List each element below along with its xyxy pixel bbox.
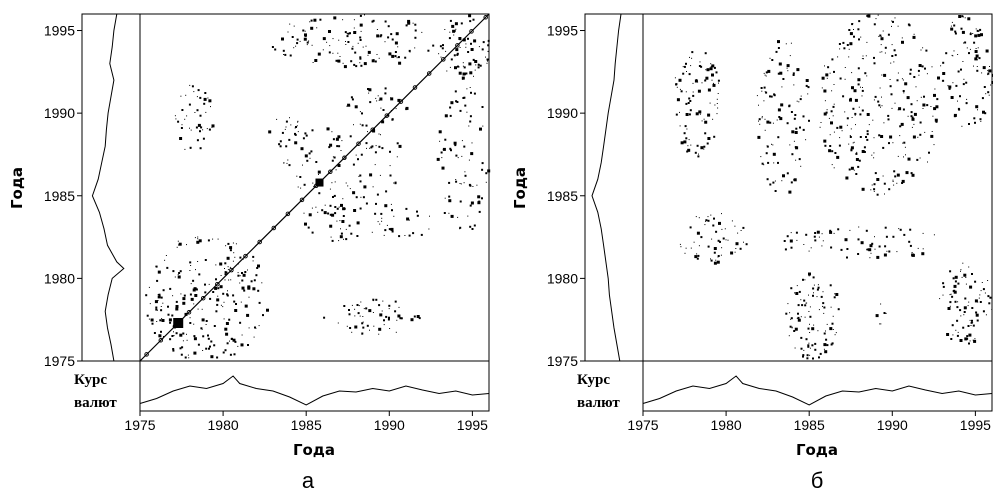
- panel-b-x-axis-title: Года: [796, 441, 838, 459]
- recurrence-patch: [268, 117, 299, 148]
- recurrence-patch: [174, 84, 215, 150]
- x-tick-label: 1990: [877, 417, 908, 433]
- recurrence-patch: [346, 87, 409, 124]
- panel-a-recurrence-patches: [145, 14, 491, 359]
- panel-a-left-series-line: [91, 13, 125, 362]
- panel-b-bottom-series-line: [642, 375, 993, 406]
- recurrence-patch: [783, 226, 935, 259]
- y-tick-label: 1990: [44, 105, 75, 121]
- x-tick-label: 1980: [208, 417, 239, 433]
- recurrence-patch: [271, 14, 435, 69]
- panel-a-y-axis-title: Года: [8, 167, 26, 209]
- recurrence-patch: [819, 14, 940, 196]
- recurrence-patch: [939, 262, 993, 345]
- panel-b-bottom-strip: [642, 360, 993, 412]
- recurrence-patch: [145, 236, 269, 359]
- panel-b-y-ticks: 1975 1980 1985 1990 1995: [547, 23, 585, 369]
- y-tick-label: 1975: [547, 353, 578, 369]
- panel-a-side-label-1: Курс: [74, 372, 107, 388]
- recurrence-patch: [679, 213, 748, 265]
- y-tick-label: 1980: [547, 270, 578, 286]
- panel-a-left-strip: [81, 13, 141, 362]
- panel-a-x-ticks: 1975 1980 1985 1990 1995: [124, 411, 488, 433]
- x-tick-label: 1995: [457, 417, 488, 433]
- recurrence-patch: [303, 202, 430, 242]
- panel-a-side-label-2: валют: [74, 395, 117, 411]
- y-tick-label: 1985: [547, 188, 578, 204]
- recurrence-patch: [875, 303, 887, 325]
- panel-b-left-series-line: [591, 13, 622, 362]
- x-tick-label: 1975: [627, 417, 658, 433]
- panel-a: 1975 1980 1985 1990 1995 1975 1980 1985 1990 199…: [8, 13, 491, 493]
- y-tick-label: 1995: [44, 23, 75, 39]
- recurrence-patch: [436, 87, 491, 230]
- panel-b-recurrence-patches: [674, 14, 993, 360]
- panel-a-bottom-strip: [139, 360, 490, 412]
- panel-a-letter: а: [302, 468, 315, 493]
- recurrence-patch: [674, 51, 720, 158]
- x-tick-label: 1985: [291, 417, 322, 433]
- y-tick-label: 1975: [44, 353, 75, 369]
- y-tick-label: 1980: [44, 270, 75, 286]
- recurrence-patch: [438, 14, 490, 80]
- panel-a-diagonal: [139, 13, 490, 362]
- y-tick-label: 1995: [547, 23, 578, 39]
- panel-b-side-label-2: валют: [577, 395, 620, 411]
- panel-b-side-label-1: Курс: [577, 372, 610, 388]
- panel-b-letter: б: [811, 468, 824, 493]
- panel-b-main-frame: [642, 13, 993, 362]
- panel-a-x-axis-title: Года: [293, 441, 335, 459]
- y-tick-label: 1985: [44, 188, 75, 204]
- panel-b: 1975 1980 1985 1990 1995 1975 1980 1985 1990 199…: [511, 13, 993, 493]
- panel-b-y-axis-title: Года: [511, 167, 529, 209]
- recurrence-patch: [785, 272, 840, 360]
- recurrence-patch: [283, 123, 402, 200]
- x-tick-label: 1980: [711, 417, 742, 433]
- panel-a-y-ticks: 1975 1980 1985 1990 1995: [44, 23, 82, 369]
- panel-b-left-strip: [584, 13, 644, 362]
- recurrence-patch: [323, 298, 421, 335]
- x-tick-label: 1975: [124, 417, 155, 433]
- x-tick-label: 1990: [374, 417, 405, 433]
- panel-b-x-ticks: 1975 1980 1985 1990 1995: [627, 411, 991, 433]
- panel-a-bottom-series-line: [139, 375, 490, 406]
- y-tick-label: 1990: [547, 105, 578, 121]
- recurrence-patch: [940, 15, 993, 127]
- x-tick-label: 1985: [794, 417, 825, 433]
- recurrence-patch: [756, 40, 810, 194]
- x-tick-label: 1995: [960, 417, 991, 433]
